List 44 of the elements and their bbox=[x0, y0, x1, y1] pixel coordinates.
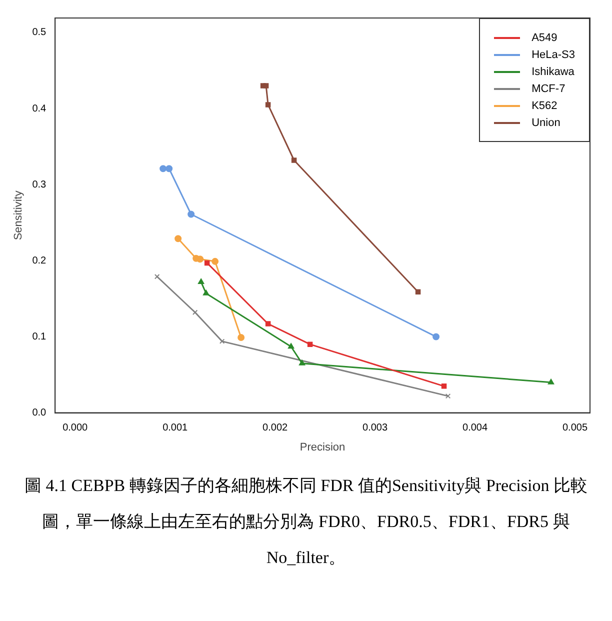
point bbox=[212, 258, 219, 265]
point bbox=[192, 310, 198, 316]
point bbox=[432, 333, 440, 340]
legend-label: HeLa-S3 bbox=[532, 48, 575, 60]
y-tick-label: 0.2 bbox=[32, 255, 47, 266]
point bbox=[196, 256, 204, 263]
point bbox=[548, 378, 554, 384]
point bbox=[415, 289, 421, 294]
x-tick-label: 0.003 bbox=[362, 422, 388, 434]
point bbox=[263, 83, 269, 88]
y-tick-label: 0.5 bbox=[32, 27, 47, 38]
legend-label: A549 bbox=[532, 32, 558, 44]
x-tick-label: 0.001 bbox=[162, 422, 188, 434]
point bbox=[219, 338, 225, 344]
y-tick-label: 0.4 bbox=[32, 103, 47, 114]
point bbox=[265, 102, 271, 108]
legend-label: Union bbox=[532, 116, 560, 128]
point bbox=[188, 210, 195, 218]
point bbox=[160, 165, 167, 172]
y-axis-title: Sensitivity bbox=[12, 190, 25, 240]
point bbox=[291, 158, 297, 163]
point bbox=[198, 278, 204, 284]
point bbox=[166, 165, 173, 172]
legend-label: K562 bbox=[532, 100, 558, 112]
legend-label: MCF-7 bbox=[532, 82, 566, 94]
point bbox=[204, 260, 210, 266]
point bbox=[202, 290, 210, 296]
y-tick-label: 0.1 bbox=[32, 331, 47, 342]
y-tick-label: 0.0 bbox=[32, 408, 47, 419]
caption: 圖 4.1 CEBPB 轉錄因子的各細胞株不同 FDR 值的Sensitivity與 Precision 比較圖，單一條線上由左至右的點分別為 FDR0、FDR0.5、FDR1、FDR5 與 No_filter。 bbox=[24, 475, 588, 569]
x-tick-label: 0.000 bbox=[62, 422, 88, 434]
x-tick-label: 0.004 bbox=[462, 422, 488, 434]
x-tick-label: 0.002 bbox=[262, 422, 288, 434]
x-tick-label: 0.005 bbox=[562, 422, 588, 434]
y-tick-label: 0.3 bbox=[32, 179, 47, 190]
point bbox=[238, 334, 245, 341]
point bbox=[265, 321, 271, 326]
point bbox=[441, 384, 447, 389]
point bbox=[288, 343, 294, 349]
point bbox=[298, 360, 306, 366]
point bbox=[307, 342, 313, 347]
legend-label: Ishikawa bbox=[532, 66, 574, 78]
x-axis-title: Precision bbox=[300, 441, 346, 454]
point bbox=[174, 235, 182, 242]
